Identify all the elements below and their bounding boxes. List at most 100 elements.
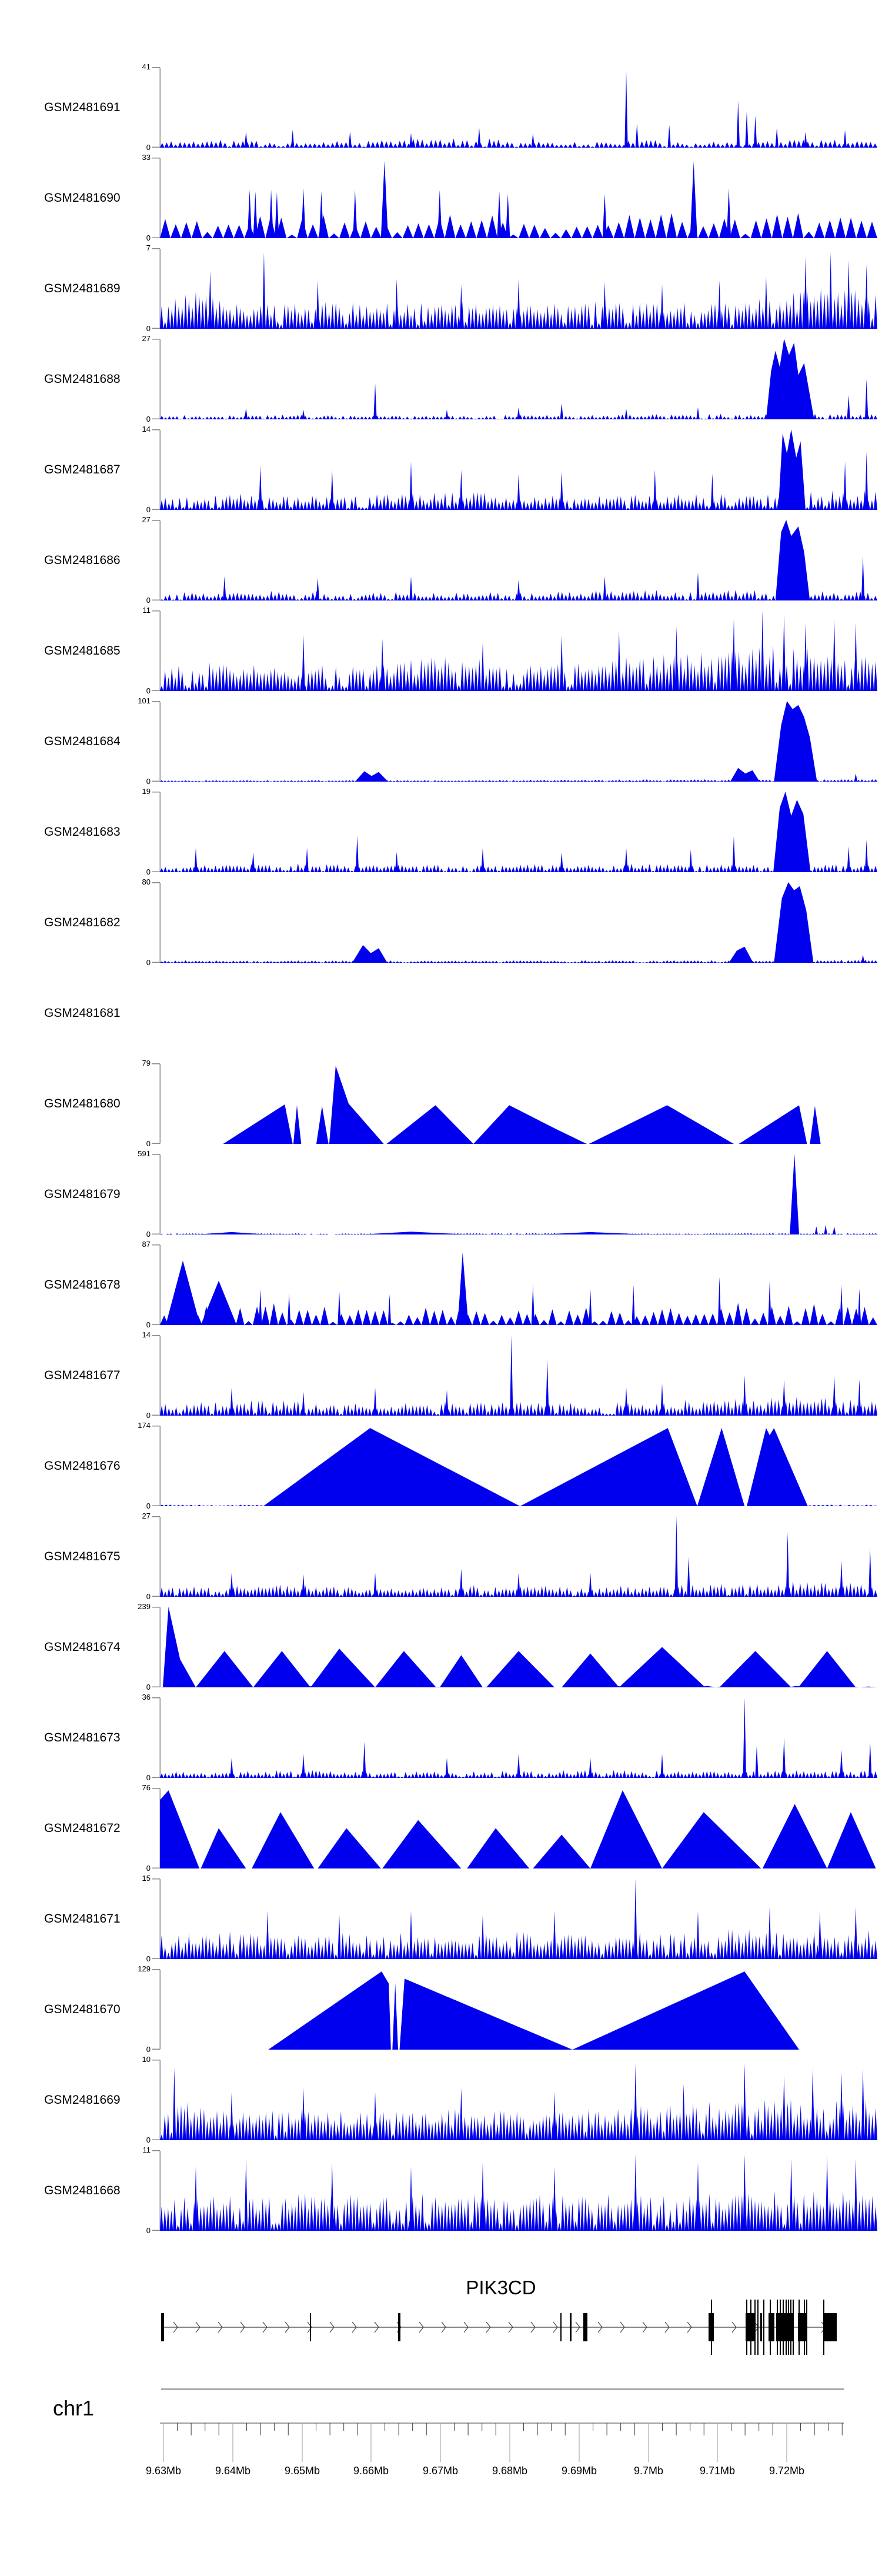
coverage-area — [762, 1804, 827, 1868]
coverage-area — [355, 771, 388, 782]
track-label: GSM2481676 — [44, 1459, 121, 1473]
strand-arrow-icon — [173, 2321, 178, 2333]
track-label: GSM2481675 — [44, 1549, 121, 1563]
strand-arrow-icon — [553, 2321, 558, 2333]
coverage-area — [520, 1428, 697, 1506]
track-ymax-label: 129 — [138, 1964, 151, 1973]
track-ymin-label: 0 — [146, 2135, 151, 2144]
strand-arrow-icon — [419, 2321, 424, 2333]
track-ymax-label: 11 — [142, 2145, 151, 2154]
coverage-area — [562, 1653, 619, 1687]
exon-tall-mark — [750, 2300, 751, 2355]
strand-arrow-icon — [195, 2321, 201, 2333]
coverage-area — [773, 792, 811, 872]
axis-tick-label: 9.69Mb — [562, 2465, 597, 2477]
exon-tall-mark — [763, 2300, 764, 2355]
coverage-area — [201, 1828, 246, 1868]
track-y-axis — [152, 2060, 161, 2140]
track-ymax-label: 80 — [142, 877, 151, 886]
track-y-axis — [152, 1697, 161, 1778]
coverage-plot — [152, 1516, 877, 1597]
coverage-area — [747, 1428, 808, 1506]
strand-arrow-icon — [575, 2321, 580, 2333]
ruler: 9.63Mb 9.64Mb 9.65Mb 9.66Mb 9.67Mb 9.68Mb 9.69… — [146, 2422, 844, 2477]
exon-box — [161, 2313, 164, 2341]
coverage-area — [392, 1983, 398, 2050]
exon-tall-mark — [804, 2300, 805, 2355]
track-ymax-label: 239 — [138, 1602, 151, 1611]
coverage-area — [160, 1397, 877, 1416]
coverage-area — [162, 1607, 196, 1687]
coverage-plot — [152, 1335, 877, 1416]
coverage-area — [160, 2190, 877, 2231]
track-ymin-label: 0 — [146, 1592, 151, 1601]
coverage-plot — [152, 1969, 799, 2050]
exon-tall-mark — [754, 2300, 756, 2355]
exon-box — [398, 2313, 400, 2341]
strand-arrow-icon — [262, 2321, 268, 2333]
strand-arrow-icon — [218, 2321, 223, 2333]
gene-name-label: PIK3CD — [466, 2277, 536, 2298]
track-ymin-label: 0 — [146, 1320, 151, 1329]
track-label: GSM2481687 — [44, 462, 121, 476]
track-label: GSM2481678 — [44, 1277, 121, 1292]
track-label: GSM2481670 — [44, 2002, 121, 2016]
coverage-area — [827, 1812, 876, 1868]
coverage-area — [798, 1651, 856, 1687]
coverage-area — [160, 2099, 877, 2140]
strand-arrow-icon — [329, 2321, 335, 2333]
coverage-area — [730, 768, 760, 782]
axis-tick-label: 9.7Mb — [634, 2465, 663, 2477]
exon-tall-mark — [770, 2300, 771, 2355]
exon-box — [310, 2313, 311, 2341]
track-ymin-label: 0 — [146, 686, 151, 695]
coverage-area — [160, 1233, 877, 1234]
coverage-area — [268, 1971, 391, 2050]
coverage-plot — [152, 339, 877, 419]
coverage-area — [719, 1651, 791, 1687]
coverage-area — [854, 773, 858, 782]
coverage-plot — [152, 1154, 877, 1234]
coverage-plot — [152, 429, 877, 510]
exon-tall-mark — [777, 2300, 778, 2355]
track-ymin-label: 0 — [146, 143, 151, 152]
coverage-plot — [152, 520, 877, 600]
coverage-area — [589, 1105, 734, 1144]
track-ymin-label: 0 — [146, 777, 151, 786]
coverage-area — [533, 1834, 590, 1868]
coverage-area — [457, 1252, 469, 1325]
strand-arrow-icon — [642, 2321, 647, 2333]
coverage-area — [223, 1104, 293, 1144]
exon-box — [570, 2313, 572, 2341]
exon-box — [823, 2313, 837, 2341]
strand-arrow-icon — [687, 2321, 692, 2333]
exon-tall-mark — [806, 2300, 807, 2355]
strand-arrow-icon — [463, 2321, 469, 2333]
exon-tall-mark — [783, 2300, 784, 2355]
coverage-area — [263, 1428, 520, 1506]
track-label: GSM2481690 — [44, 191, 121, 205]
coverage-area — [230, 1516, 872, 1597]
track-ymin-label: 0 — [146, 505, 151, 514]
coverage-area — [223, 556, 865, 600]
track-ymax-label: 27 — [142, 1511, 151, 1520]
track-label: GSM2481688 — [44, 372, 121, 386]
coverage-plot — [152, 158, 877, 238]
coverage-area — [310, 1649, 375, 1687]
coverage-area — [160, 1790, 200, 1868]
coverage-plot — [152, 1607, 877, 1687]
coverage-area — [360, 1232, 469, 1234]
track-ymax-label: 27 — [142, 334, 151, 343]
coverage-area — [690, 161, 697, 238]
coverage-plot — [152, 2150, 877, 2231]
coverage-plot — [152, 701, 877, 782]
coverage-area — [329, 1066, 384, 1144]
coverage-area — [790, 1154, 799, 1234]
coverage-plot — [152, 882, 877, 963]
coverage-plot — [152, 248, 877, 329]
track-ymax-label: 101 — [138, 696, 151, 705]
coverage-area — [382, 1820, 462, 1868]
strand-arrow-icon — [352, 2321, 357, 2333]
coverage-area — [814, 1224, 836, 1234]
track-label: GSM2481679 — [44, 1187, 121, 1201]
